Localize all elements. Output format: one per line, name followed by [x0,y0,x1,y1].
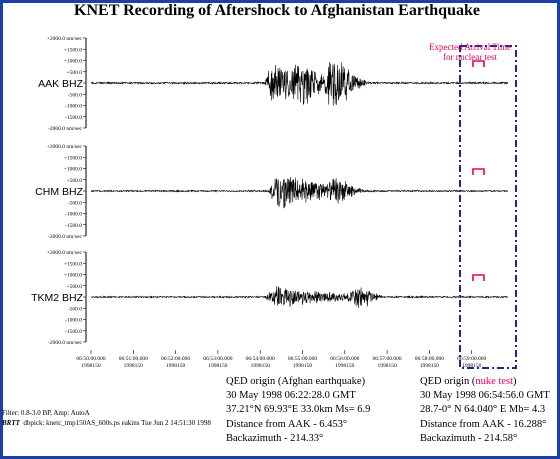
x-tick-label: 06:54:00.000 [246,356,275,362]
nuke-heading-pre: QED origin ( [420,376,476,387]
y-tick-label: -1000.0 [65,104,82,110]
y-tick-label: +2000.0 nm/sec [47,144,83,150]
y-tick-label: +2000.0 nm/sec [47,36,83,42]
x-tick-label: 06:50:00.000 [76,356,105,362]
x-tick-label: 06:56:00.000 [330,356,359,362]
annotation-line-1: Expected Arrival Time [429,42,511,52]
y-tick-label: -500.0 [68,200,82,206]
nuke-origin-coords: 28.7-0° N 64.040° E Mb= 4.3 [420,404,546,416]
y-tick-label: -1000.0 [65,212,82,218]
arrival-window-box [459,45,517,369]
x-tick-label-date: 1998150 [251,363,271,369]
channel-label: CHM BHZ [35,186,83,198]
waveform-chm-bhz [91,176,509,209]
x-tick-label-date: 1998150 [462,363,482,369]
x-tick-label: 06:57:00.000 [373,356,402,362]
afghan-origin-block: QED origin (Afghan earthquake) 30 May 19… [226,375,370,446]
waveform-aak-bhz [90,61,509,106]
y-tick-label: -2000.0 nm/sec [48,234,82,240]
y-tick-label: +1000.0 [64,273,82,279]
x-tick-label-date: 1998150 [81,363,101,369]
brtt-logo: BRTT [2,419,20,427]
y-tick-label: +500.0 [67,70,83,76]
y-tick-label: -2000.0 nm/sec [48,126,82,132]
nuke-heading-post: ) [513,376,517,387]
x-tick-label-date: 1998150 [293,363,313,369]
nuke-origin-heading: QED origin (nuke test) [420,375,550,389]
chart-title: KNET Recording of Aftershock to Afghanis… [74,2,480,19]
waveform-tkm2-bhz [91,286,509,308]
x-tick-label-date: 1998150 [208,363,228,369]
channel-label: TKM2 BHZ [31,292,84,304]
x-tick-label: 06:55:00.000 [288,356,317,362]
x-tick-label: 06:59:00.000 [457,356,486,362]
afghan-origin-backazimuth: Backazimuth - 214.33° [226,432,324,444]
y-tick-label: -500.0 [68,92,82,98]
nuke-heading-highlight: nuke test [475,376,514,387]
nuke-origin-block: QED origin (nuke test) 30 May 1998 06:54… [420,375,550,446]
arrival-marker [472,168,485,175]
y-tick-label: +500.0 [67,178,83,184]
x-tick-label: 06:53:00.000 [203,356,232,362]
y-tick-label: +1500.0 [64,47,82,53]
x-tick-label-date: 1998150 [166,363,186,369]
nuke-origin-distance: Distance from AAK - 16.288° [420,418,547,430]
nuke-origin-date: 30 May 1998 06:54:56.0 GMT [420,390,550,402]
nuke-origin-backazimuth: Backazimuth - 214.58° [420,432,518,444]
y-tick-label: -1500.0 [65,115,82,121]
arrival-marker [472,60,485,67]
afghan-origin-distance: Distance from AAK - 6.453° [226,418,348,430]
y-tick-label: +1000.0 [64,59,82,65]
x-tick-label: 06:52:00.000 [161,356,190,362]
afghan-origin-date: 30 May 1998 06:22:28.0 GMT [226,390,356,402]
y-tick-label: -1000.0 [65,318,82,324]
arrival-marker [472,274,485,281]
dbpick-info: dbpick: knetc_tmp150AS_600s.ps eakins Tu… [23,419,211,427]
x-tick-label-date: 1998150 [335,363,355,369]
annotation-line-2: for nuclear test [443,52,497,62]
y-tick-label: +1000.0 [64,167,82,173]
y-tick-label: -1500.0 [65,223,82,229]
filter-info: Filter: 0.8-3.0 BP, Amp: AutoA [2,409,90,417]
x-tick-label-date: 1998150 [124,363,144,369]
y-tick-label: +1500.0 [64,261,82,267]
footer: Filter: 0.8-3.0 BP, Amp: AutoA BRTT dbpi… [2,408,211,428]
y-tick-label: -500.0 [68,306,82,312]
y-tick-label: -2000.0 nm/sec [48,340,82,346]
y-tick-label: +2000.0 nm/sec [47,250,83,256]
channel-label: AAK BHZ [38,78,84,90]
x-tick-label: 06:58:00.000 [415,356,444,362]
x-tick-label-date: 1998150 [420,363,440,369]
x-tick-label-date: 1998150 [377,363,397,369]
y-tick-label: +500.0 [67,284,83,290]
y-tick-label: -1500.0 [65,329,82,335]
afghan-origin-heading: QED origin (Afghan earthquake) [226,376,366,387]
x-tick-label: 06:51:00.000 [119,356,148,362]
y-tick-label: +1500.0 [64,155,82,161]
afghan-origin-coords: 37.21°N 69.93°E 33.0km Ms= 6.9 [226,404,371,416]
